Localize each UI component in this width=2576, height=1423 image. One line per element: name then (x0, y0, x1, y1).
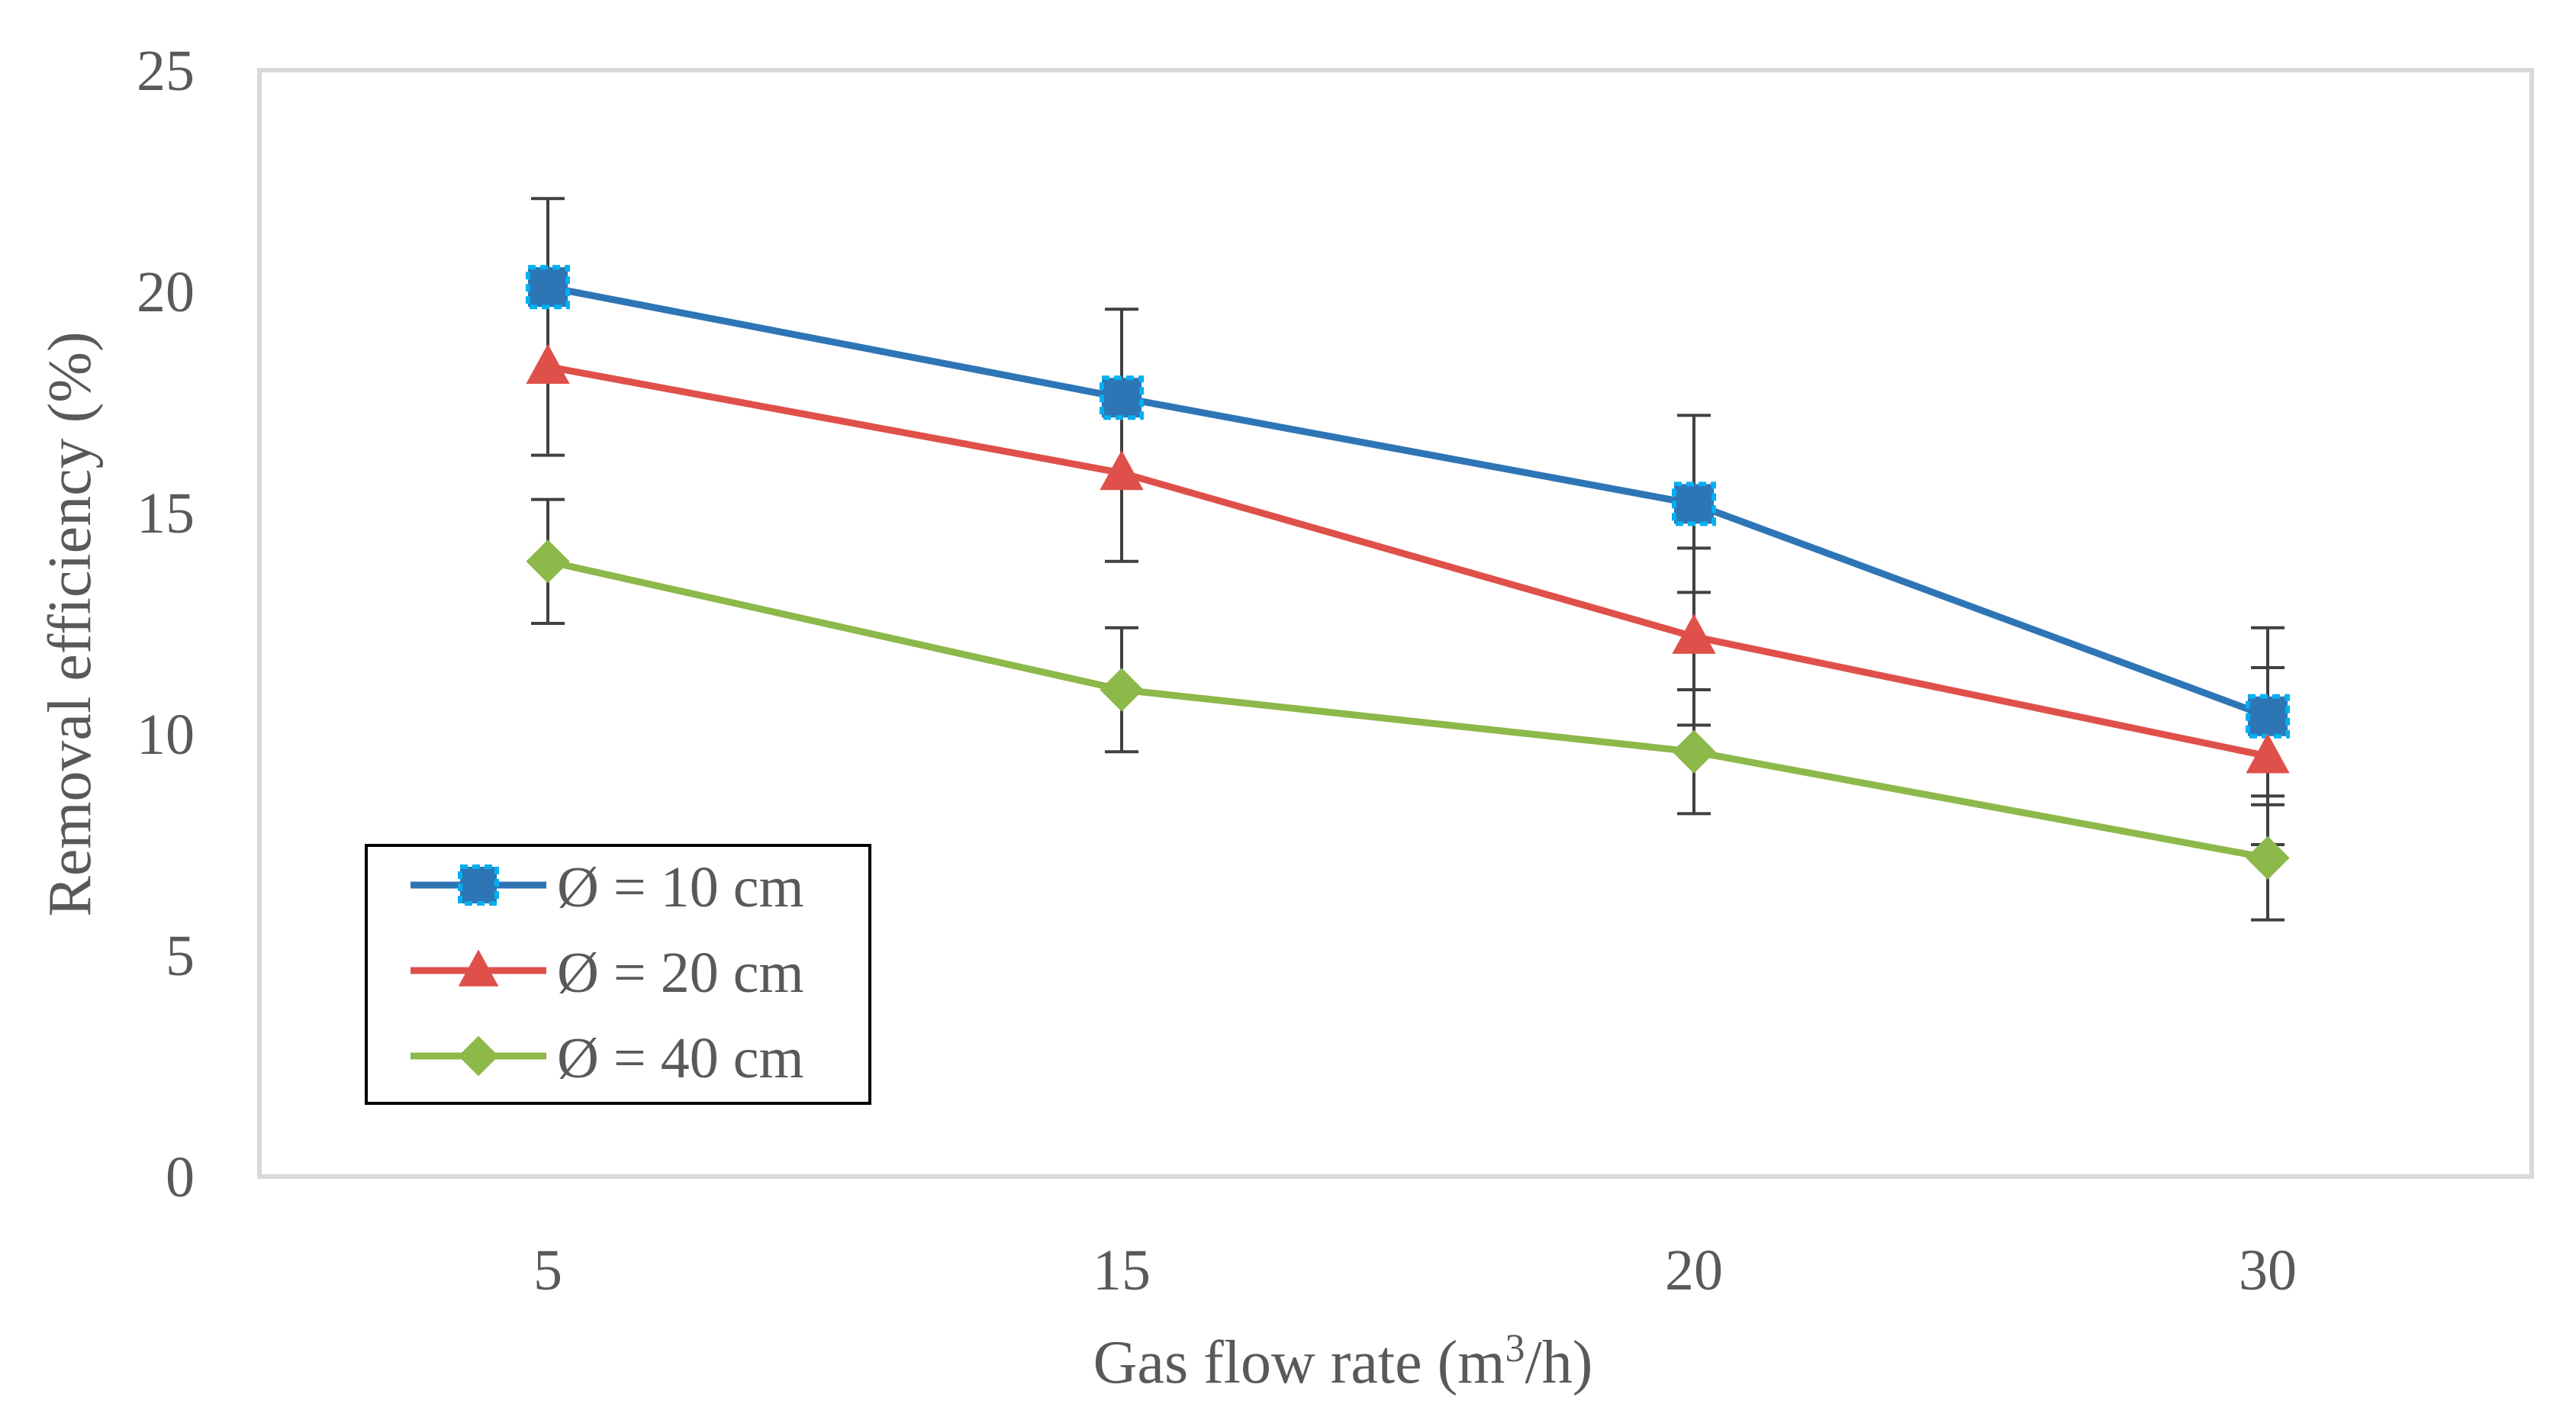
data-point-diamond (1672, 729, 1716, 774)
x-axis-title: Gas flow rate (m3/h) (1093, 1327, 1593, 1396)
data-point-triangle (458, 949, 499, 987)
data-point-triangle (1100, 449, 1144, 491)
data-point-square (1672, 481, 1716, 526)
data-point-triangle (1672, 613, 1716, 654)
legend: Ø = 10 cm Ø = 20 cm Ø = 40 cm (365, 844, 871, 1105)
legend-label: Ø = 10 cm (557, 855, 804, 919)
data-point-triangle (526, 343, 570, 385)
data-point-square (1100, 375, 1144, 420)
data-point-diamond (1100, 668, 1144, 712)
series-line (544, 283, 2272, 720)
x-axis-title-tail: /h) (1525, 1329, 1592, 1396)
data-point-triangle (2246, 733, 2290, 774)
x-axis-title-main: Gas flow rate (m (1093, 1329, 1505, 1396)
legend-label: Ø = 20 cm (557, 941, 804, 1005)
x-tick-label: 20 (1665, 1238, 1723, 1302)
y-tick-label: 20 (137, 260, 195, 324)
y-tick-label: 5 (166, 924, 195, 988)
series-line (544, 558, 2272, 861)
legend-item: Ø = 10 cm (411, 855, 804, 919)
y-tick-label: 10 (137, 703, 195, 767)
legend-item: Ø = 20 cm (411, 941, 804, 1005)
data-point-diamond (2246, 835, 2290, 880)
legend-item: Ø = 40 cm (411, 1026, 804, 1090)
data-point-square (458, 864, 499, 906)
data-point-diamond (526, 539, 570, 584)
series-line (544, 363, 2272, 760)
x-tick-label: 15 (1093, 1238, 1151, 1302)
plot-area (257, 68, 2534, 1179)
legend-label: Ø = 40 cm (557, 1026, 804, 1090)
y-tick-label: 25 (137, 39, 195, 103)
data-point-square (2246, 694, 2290, 739)
data-point-diamond (458, 1035, 499, 1077)
y-axis-title: Removal efficiency (%) (37, 331, 104, 916)
x-axis-title-sup: 3 (1505, 1327, 1525, 1370)
y-tick-label: 0 (166, 1145, 195, 1209)
x-tick-label: 5 (533, 1238, 562, 1302)
data-point-square (526, 265, 570, 310)
x-tick-label: 30 (2239, 1238, 2297, 1302)
y-tick-label: 15 (137, 481, 195, 546)
